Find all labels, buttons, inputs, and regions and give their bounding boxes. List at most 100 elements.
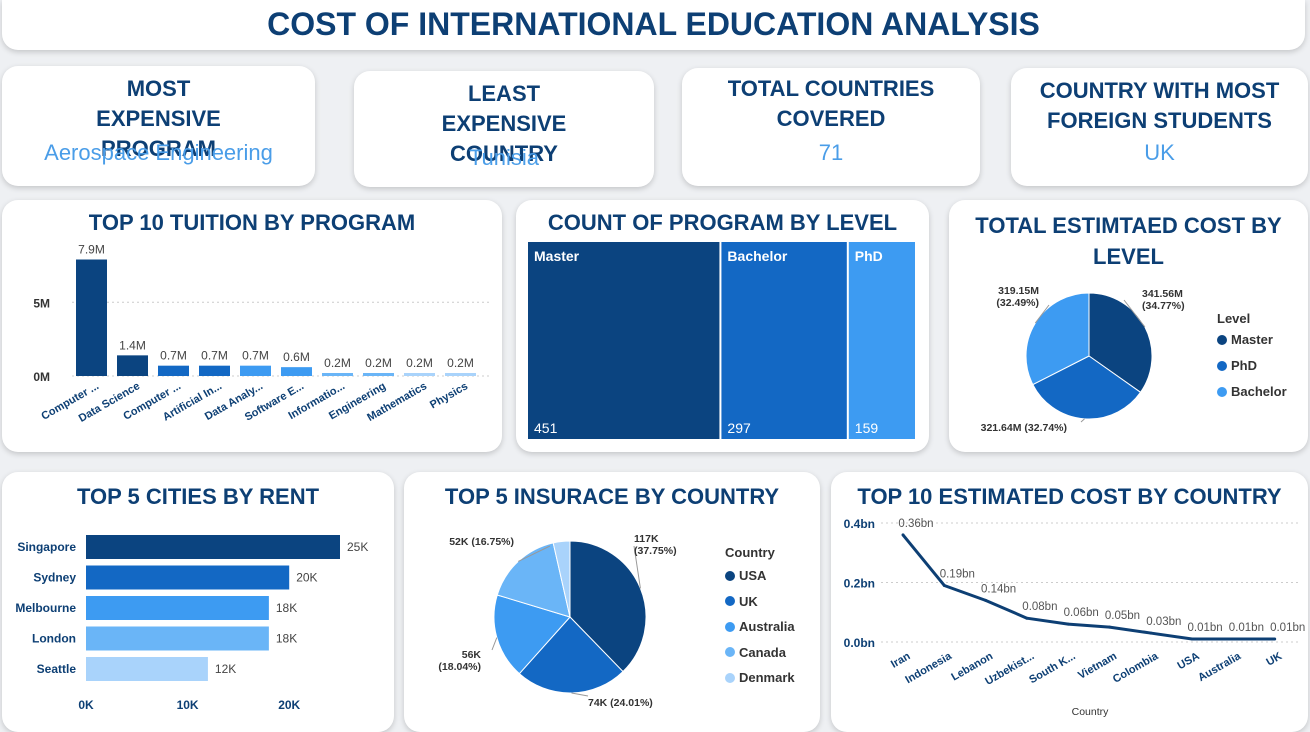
data-label: (34.77%) bbox=[1142, 300, 1185, 312]
legend-item[interactable]: Master bbox=[1217, 332, 1273, 347]
legend-item[interactable]: UK bbox=[725, 594, 758, 609]
legend-item[interactable]: Canada bbox=[725, 645, 786, 660]
bar bbox=[404, 373, 435, 376]
bar bbox=[199, 365, 230, 376]
x-axis-title: Country bbox=[1072, 706, 1110, 718]
rent-bar-chart: Singapore 25K Sydney 20K Melbourne 18K London 1… bbox=[15, 535, 368, 712]
chart-title: TOP 5 INSURACE BY COUNTRY bbox=[444, 484, 780, 509]
data-label: 0.36bn bbox=[898, 518, 933, 530]
y-tick-label: Melbourne bbox=[15, 601, 76, 615]
data-label: 0.01bn bbox=[1188, 622, 1223, 634]
legend-label: Master bbox=[1231, 332, 1273, 347]
data-label: 0.6M bbox=[283, 350, 310, 364]
data-label: 7.9M bbox=[78, 243, 105, 257]
line-point bbox=[1231, 637, 1235, 641]
cost-level-pie-chart: 341.56M(34.77%) 321.64M (32.74%) 319.15M(3… bbox=[981, 285, 1185, 434]
chart-title: TOTAL ESTIMTAED COST BY LEVEL bbox=[975, 213, 1282, 269]
pie-slice bbox=[569, 540, 647, 673]
y-tick-label: 0M bbox=[33, 370, 50, 384]
chart-title: TOP 10 ESTIMATED COST BY COUNTRY bbox=[857, 484, 1282, 509]
y-tick-label: Seattle bbox=[37, 662, 77, 676]
data-label: 0.2M bbox=[365, 356, 392, 370]
program-level-treemap: Master 451 Bachelor 297 PhD 159 bbox=[528, 242, 915, 439]
legend-title: Country bbox=[725, 545, 775, 560]
data-label: 1.4M bbox=[119, 338, 146, 352]
data-label: (32.49%) bbox=[996, 297, 1039, 309]
kpi-least-expensive-country: LEAST EXPENSIVE COUNTRY Tunisia bbox=[354, 71, 654, 187]
data-label: 20K bbox=[296, 571, 317, 585]
legend-label: UK bbox=[739, 593, 758, 609]
treemap-value-label: 159 bbox=[855, 420, 879, 436]
data-label: 25K bbox=[347, 540, 368, 554]
data-label: 117K bbox=[634, 533, 659, 545]
data-label: 0.2M bbox=[406, 356, 433, 370]
y-tick-label: 0.0bn bbox=[844, 636, 875, 650]
kpi-value: 71 bbox=[818, 140, 844, 165]
bar bbox=[86, 657, 208, 681]
line-point bbox=[901, 533, 905, 537]
data-label: 12K bbox=[215, 662, 236, 676]
data-label: (37.75%) bbox=[634, 545, 677, 557]
bar bbox=[363, 373, 394, 376]
legend-label: Denmark bbox=[739, 670, 795, 685]
kpi-value: UK bbox=[1144, 140, 1175, 165]
data-label: 0.2M bbox=[447, 356, 474, 370]
kpi-total-countries: TOTAL COUNTRIES COVERED 71 bbox=[682, 68, 980, 186]
legend-marker-icon bbox=[725, 672, 735, 683]
data-label: 341.56M bbox=[1142, 288, 1183, 300]
x-tick-label: Physics bbox=[428, 380, 470, 411]
treemap-tile bbox=[721, 242, 847, 439]
x-tick-label: Australia bbox=[1196, 650, 1244, 684]
kpi-heading: MOST EXPENSIVE PROGRAM bbox=[96, 76, 221, 161]
data-label: 0.19bn bbox=[940, 568, 975, 580]
data-label: 18K bbox=[276, 601, 297, 615]
legend-marker-icon bbox=[1217, 360, 1227, 371]
leader-line bbox=[571, 692, 589, 697]
line-point bbox=[1108, 625, 1111, 629]
kpi-most-expensive-program: MOST EXPENSIVE PROGRAM Aerospace Enginee… bbox=[2, 66, 315, 186]
legend-label: Bachelor bbox=[1231, 384, 1287, 399]
bar bbox=[86, 565, 290, 590]
kpi-value: Aerospace Engineering bbox=[44, 140, 273, 165]
legend-item[interactable]: Australia bbox=[725, 619, 795, 634]
treemap-category-label: PhD bbox=[855, 248, 883, 264]
line-point bbox=[1190, 637, 1194, 641]
bar bbox=[86, 596, 269, 620]
data-label: 52K (16.75%) bbox=[449, 536, 514, 548]
x-tick-label: Colombia bbox=[1111, 650, 1161, 686]
data-label: 0.7M bbox=[201, 349, 228, 363]
leader-line bbox=[491, 637, 498, 651]
bar bbox=[86, 535, 340, 559]
legend-item[interactable]: USA bbox=[725, 568, 766, 583]
legend-item[interactable]: Denmark bbox=[725, 670, 795, 685]
data-label: 18K bbox=[276, 632, 297, 646]
kpi-most-foreign-students: COUNTRY WITH MOST FOREIGN STUDENTS UK bbox=[1011, 68, 1308, 186]
bar bbox=[322, 373, 353, 376]
data-label: (18.04%) bbox=[438, 661, 481, 673]
kpi-value: Tunisia bbox=[468, 145, 540, 170]
rent-chart-card: TOP 5 CITIES BY RENT Singapore 25K Sydney 2… bbox=[2, 472, 394, 732]
line-point bbox=[1273, 637, 1277, 641]
treemap-tile bbox=[528, 242, 720, 439]
data-label: 0.7M bbox=[242, 349, 269, 363]
bar bbox=[240, 365, 271, 376]
bar bbox=[281, 367, 312, 376]
treemap-category-label: Bachelor bbox=[727, 248, 787, 264]
legend-label: Australia bbox=[739, 619, 795, 634]
legend-item[interactable]: PhD bbox=[1217, 358, 1257, 373]
kpi-heading: COUNTRY WITH MOST FOREIGN STUDENTS bbox=[1039, 78, 1280, 133]
legend-marker-icon bbox=[725, 596, 735, 606]
legend-marker-icon bbox=[725, 570, 735, 581]
country-cost-card: TOP 10 ESTIMATED COST BY COUNTRY 0.0bn 0.… bbox=[831, 472, 1308, 732]
x-tick-label: UK bbox=[1264, 650, 1284, 668]
data-label: 0.08bn bbox=[1022, 601, 1057, 613]
chart-title: TOP 10 TUITION BY PROGRAM bbox=[88, 210, 416, 235]
x-tick-label: Indonesia bbox=[903, 650, 954, 687]
pie-slice bbox=[1025, 292, 1090, 386]
line-point bbox=[1066, 622, 1070, 626]
treemap-tile bbox=[848, 242, 915, 439]
leader-line bbox=[633, 545, 641, 589]
data-label: 0.03bn bbox=[1146, 616, 1181, 628]
legend-item[interactable]: Bachelor bbox=[1217, 384, 1287, 399]
